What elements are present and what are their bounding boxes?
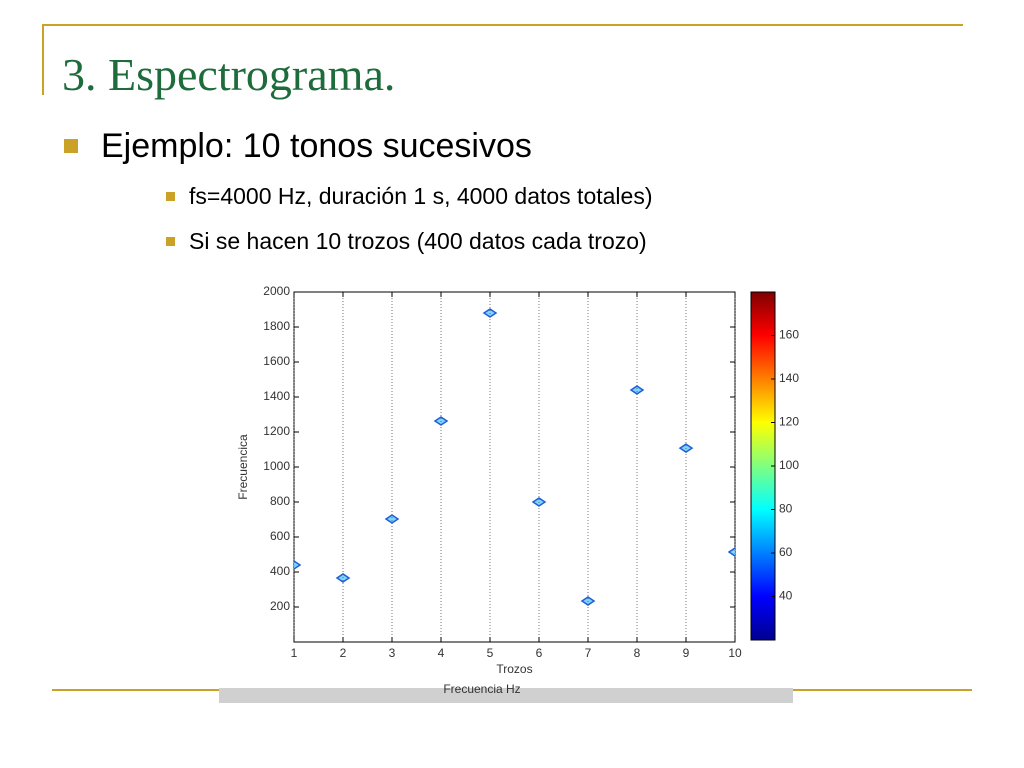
y-tick-label: 1800 xyxy=(263,319,290,333)
point xyxy=(384,514,400,524)
plot-area xyxy=(293,291,736,643)
y-tick-label: 1400 xyxy=(263,389,290,403)
x-tick-label: 7 xyxy=(585,646,592,660)
x-tick-label: 4 xyxy=(438,646,445,660)
x-tick-label: 10 xyxy=(728,646,742,660)
y-tick-label: 1200 xyxy=(263,424,290,438)
x-tick-label: 3 xyxy=(389,646,396,660)
bullet: Ejemplo: 10 tonos sucesivos xyxy=(101,127,532,165)
colorbar-tick-label: 140 xyxy=(779,371,799,385)
sub-bullet: fs=4000 Hz, duración 1 s, 4000 datos tot… xyxy=(189,183,652,209)
colorbar-tick-label: 100 xyxy=(779,458,799,472)
y-tick-label: 2000 xyxy=(263,284,290,298)
point xyxy=(727,547,735,557)
caption: Frecuencia Hz xyxy=(443,682,520,696)
x-tick-label: 6 xyxy=(536,646,543,660)
bullet-icon xyxy=(166,192,175,201)
plot xyxy=(294,308,735,606)
x-tick-label: 9 xyxy=(683,646,690,660)
caption-bar xyxy=(219,688,793,703)
y-tick-label: 200 xyxy=(270,599,290,613)
colorbar-tick-label: 40 xyxy=(779,589,793,603)
colorbar-tick-label: 160 xyxy=(779,328,799,342)
x-tick-label: 2 xyxy=(340,646,347,660)
point xyxy=(629,385,645,395)
y-tick-label: 1600 xyxy=(263,354,290,368)
x-tick-label: 5 xyxy=(487,646,494,660)
colorbar-tick-label: 60 xyxy=(779,545,793,559)
slide-title: 3. Espectrograma. xyxy=(62,49,395,100)
point xyxy=(433,416,449,426)
point xyxy=(294,560,302,570)
bullet-icon xyxy=(64,139,78,153)
x-tick-label: 1 xyxy=(291,646,298,660)
y-axis-label: Frecuencica xyxy=(236,434,250,500)
y-tick-label: 400 xyxy=(270,564,290,578)
x-axis-label: Trozos xyxy=(496,662,532,676)
bullet-icon xyxy=(166,237,175,246)
y-tick-label: 600 xyxy=(270,529,290,543)
colorbar-tick-label: 120 xyxy=(779,415,799,429)
x-tick-label: 8 xyxy=(634,646,641,660)
sub-bullet: Si se hacen 10 trozos (400 datos cada tr… xyxy=(189,228,647,254)
y-tick-label: 800 xyxy=(270,494,290,508)
colorbar-tick-label: 80 xyxy=(779,502,793,516)
y-tick-label: 1000 xyxy=(263,459,290,473)
